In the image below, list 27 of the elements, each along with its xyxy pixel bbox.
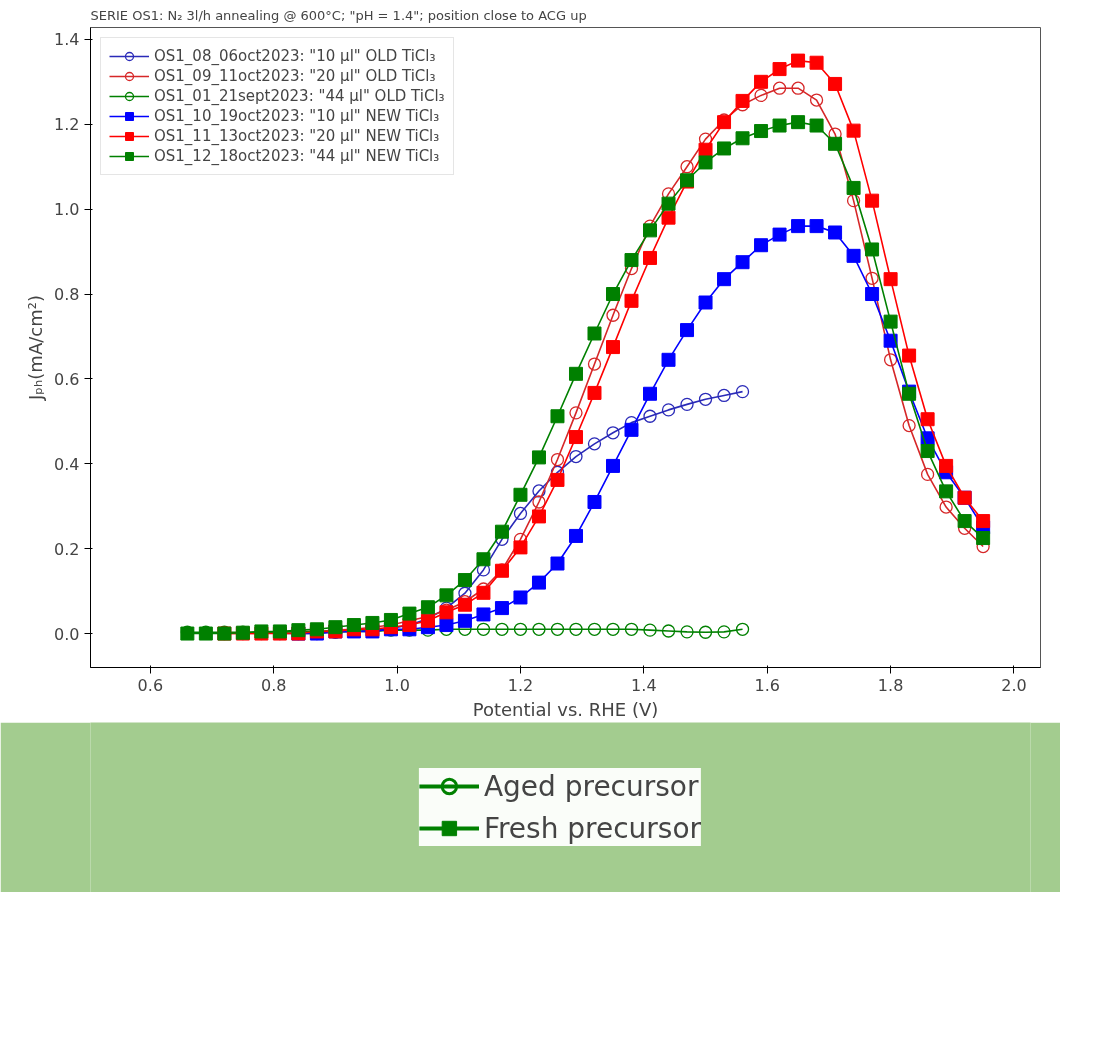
x-tick-label: 1.0 [384,675,410,695]
x-tick-label: 1.6 [754,675,780,695]
y-tick-label: 0.0 [54,624,80,644]
legend-label: OS1_09_11oct2023: "20 µl" OLD TiCl₃ [154,67,436,85]
legend-label: OS1_12_18oct2023: "44 µl" NEW TiCl₃ [154,147,440,165]
x-tick-label: 0.6 [137,675,164,695]
legend-label: OS1_11_13oct2023: "20 µl" NEW TiCl₃ [154,127,440,145]
y-tick-label: 0.2 [54,539,80,559]
legend-label: OS1_08_06oct2023: "10 µl" OLD TiCl₃ [154,47,436,65]
x-tick-label: 1.4 [631,675,657,695]
text: Aged precursor [483,769,699,803]
y-tick-label: 0.6 [54,369,80,389]
y-tick-label: 0.8 [54,285,80,305]
legend-label: OS1_10_19oct2023: "10 µl" NEW TiCl₃ [154,107,440,125]
x-tick-label: 2.0 [1001,675,1027,695]
text: Fresh precursor [483,811,702,845]
x-tick-label: 0.8 [260,675,287,695]
y-tick-label: 0.4 [54,454,80,474]
x-tick-label: 1.2 [507,675,534,695]
x-axis-title: Potential vs. RHE (V) [472,698,659,720]
chart-title: SERIE OS1: N₂ 3l/h annealing @ 600°C; "pH = 1.4"; position close to ACG up [90,7,587,23]
y-tick-label: 1.4 [54,30,80,50]
y-tick-label: 1.2 [54,115,80,135]
x-tick-label: 1.8 [877,675,904,695]
legend-label: OS1_01_21sept2023: "44 µl" OLD TiCl₃ [154,87,445,105]
y-tick-label: 1.0 [54,200,80,220]
y-axis-title: Jₚₕ(mA/cm²) [25,295,47,401]
